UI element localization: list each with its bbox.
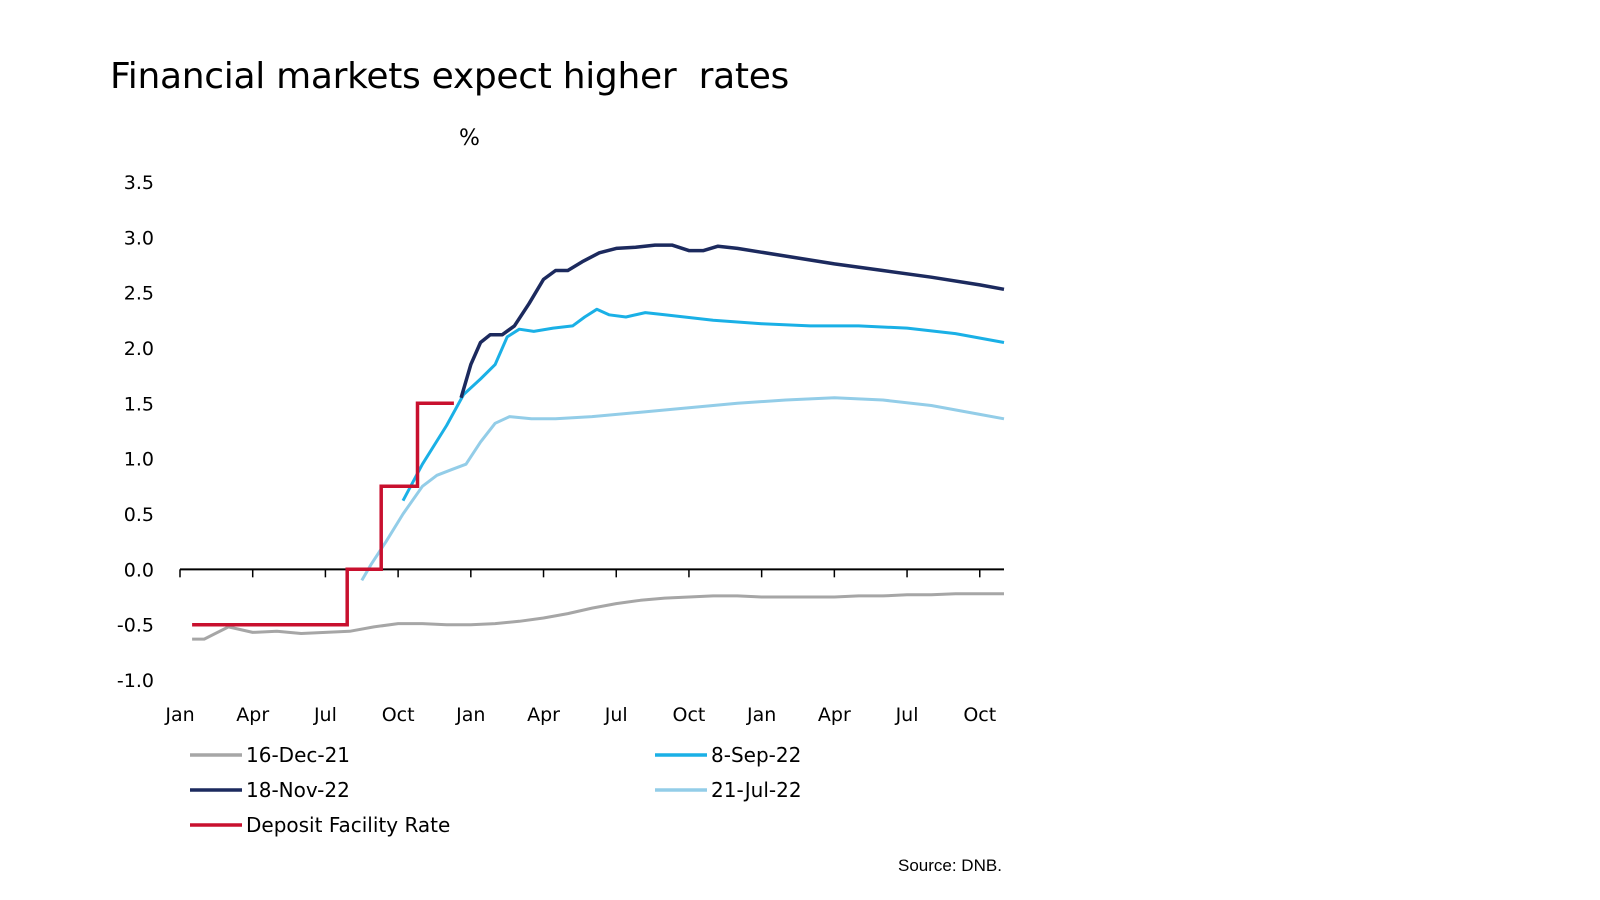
source-note: Source: DNB. bbox=[898, 856, 1002, 875]
x-tick-label: Oct bbox=[963, 704, 996, 726]
y-tick-label: 3.0 bbox=[124, 227, 154, 249]
x-tick-label: Jul bbox=[604, 704, 628, 726]
x-tick-label: Apr bbox=[527, 704, 560, 726]
series-layer bbox=[192, 243, 1005, 641]
y-tick-label: 0.5 bbox=[124, 504, 154, 526]
x-tick-label: Oct bbox=[673, 704, 706, 726]
legend-label: 16-Dec-21 bbox=[246, 743, 350, 767]
series-line-18-nov-22 bbox=[459, 243, 1005, 399]
x-tick-label: Apr bbox=[236, 704, 269, 726]
series-line-8-sep-22 bbox=[401, 307, 1005, 502]
y-tick-label: 3.5 bbox=[124, 172, 154, 194]
legend-label: Deposit Facility Rate bbox=[246, 813, 450, 837]
legend-label: 21-Jul-22 bbox=[711, 778, 802, 802]
legend: 16-Dec-21 8-Sep-22 18-Nov-22 21-Jul-22 Depos… bbox=[190, 743, 802, 837]
legend-label: 8-Sep-22 bbox=[711, 743, 801, 767]
x-tick-label: Jan bbox=[455, 704, 485, 726]
legend-label: 18-Nov-22 bbox=[246, 778, 350, 802]
series-line-deposit-facility-rate bbox=[192, 401, 454, 627]
y-tick-label: 2.0 bbox=[124, 338, 154, 360]
y-tick-label: 2.5 bbox=[124, 283, 154, 305]
y-tick-label: 1.5 bbox=[124, 393, 154, 415]
x-tick-label: Jan bbox=[746, 704, 776, 726]
series-line-21-jul-22 bbox=[360, 396, 1005, 582]
y-tick-label: 1.0 bbox=[124, 449, 154, 471]
y-tick-label: -1.0 bbox=[117, 670, 154, 692]
chart-title: Financial markets expect higher rates bbox=[110, 56, 790, 97]
x-tick-label: Oct bbox=[382, 704, 415, 726]
x-tick-label: Jul bbox=[895, 704, 919, 726]
y-axis-unit-label: % bbox=[459, 126, 480, 151]
x-axis: Jan Apr Jul Oct Jan Apr Jul Oct Jan Apr Jul Oct bbox=[164, 568, 1004, 726]
y-tick-label: 0.0 bbox=[124, 559, 154, 581]
series-line-16-dec-21 bbox=[192, 592, 1004, 641]
x-tick-label: Jan bbox=[164, 704, 194, 726]
x-tick-label: Jul bbox=[313, 704, 337, 726]
x-tick-label: Apr bbox=[818, 704, 851, 726]
y-axis: 3.5 3.0 2.5 2.0 1.5 1.0 0.5 0.0 -0.5 -1.0 bbox=[117, 172, 154, 692]
y-tick-label: -0.5 bbox=[117, 615, 154, 637]
